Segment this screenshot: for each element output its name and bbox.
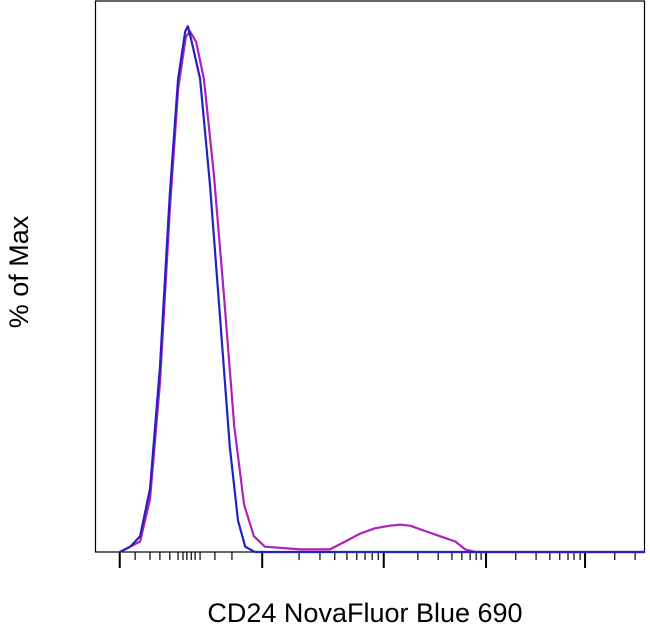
- x-axis-label: CD24 NovaFluor Blue 690: [207, 598, 522, 628]
- y-axis-label: % of Max: [4, 215, 34, 328]
- histogram-line: [119, 25, 645, 554]
- histogram-line: [119, 30, 645, 554]
